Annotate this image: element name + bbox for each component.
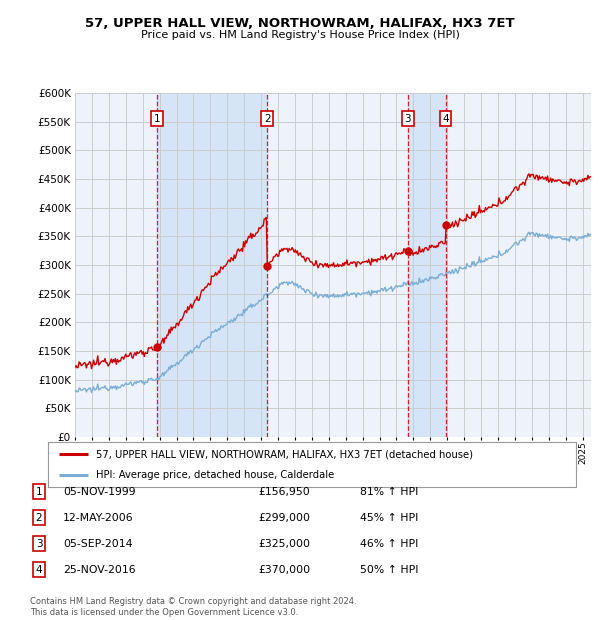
Bar (157, 93, 267, 437)
Text: 2: 2 (264, 114, 271, 124)
Text: 4: 4 (35, 565, 43, 575)
Text: 45% ↑ HPI: 45% ↑ HPI (360, 513, 418, 523)
Text: 3: 3 (35, 539, 43, 549)
Text: HPI: Average price, detached house, Calderdale: HPI: Average price, detached house, Cald… (95, 469, 334, 480)
Text: 46% ↑ HPI: 46% ↑ HPI (360, 539, 418, 549)
Text: 1: 1 (35, 487, 43, 497)
Text: £156,950: £156,950 (258, 487, 310, 497)
Text: 50% ↑ HPI: 50% ↑ HPI (360, 565, 419, 575)
Text: 57, UPPER HALL VIEW, NORTHOWRAM, HALIFAX, HX3 7ET: 57, UPPER HALL VIEW, NORTHOWRAM, HALIFAX… (85, 17, 515, 30)
Text: 25-NOV-2016: 25-NOV-2016 (63, 565, 136, 575)
Text: 57, UPPER HALL VIEW, NORTHOWRAM, HALIFAX, HX3 7ET (detached house): 57, UPPER HALL VIEW, NORTHOWRAM, HALIFAX… (95, 449, 473, 459)
Text: 4: 4 (442, 114, 449, 124)
Text: £325,000: £325,000 (258, 539, 310, 549)
Text: Price paid vs. HM Land Registry's House Price Index (HPI): Price paid vs. HM Land Registry's House … (140, 30, 460, 40)
Text: £299,000: £299,000 (258, 513, 310, 523)
Text: Contains HM Land Registry data © Crown copyright and database right 2024.
This d: Contains HM Land Registry data © Crown c… (30, 598, 356, 617)
Text: 1: 1 (154, 114, 160, 124)
Text: 81% ↑ HPI: 81% ↑ HPI (360, 487, 418, 497)
Text: 3: 3 (404, 114, 411, 124)
Bar (408, 93, 446, 437)
Text: 2: 2 (35, 513, 43, 523)
Text: 05-NOV-1999: 05-NOV-1999 (63, 487, 136, 497)
Text: 12-MAY-2006: 12-MAY-2006 (63, 513, 134, 523)
Text: £370,000: £370,000 (258, 565, 310, 575)
Text: 05-SEP-2014: 05-SEP-2014 (63, 539, 133, 549)
